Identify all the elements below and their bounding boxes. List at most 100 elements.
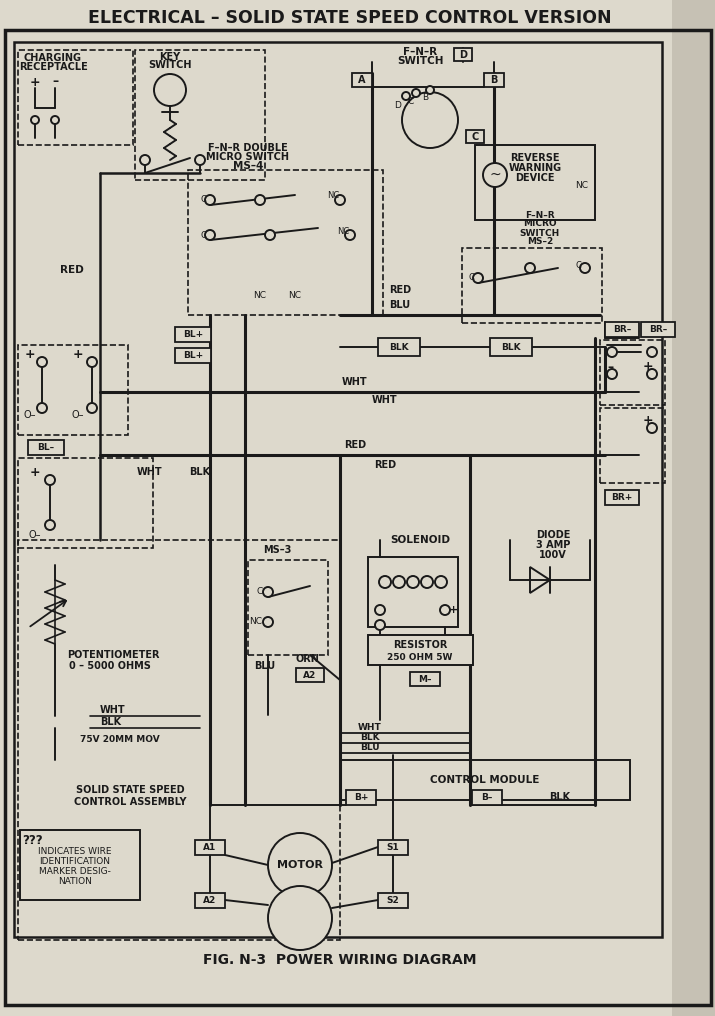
Text: O–: O– bbox=[24, 410, 36, 420]
Circle shape bbox=[140, 155, 150, 165]
Text: MICRO: MICRO bbox=[523, 219, 557, 229]
Text: RECEPTACLE: RECEPTACLE bbox=[19, 62, 87, 72]
Text: CHARGING: CHARGING bbox=[24, 53, 82, 63]
Text: BLK: BLK bbox=[189, 467, 210, 477]
Circle shape bbox=[402, 92, 410, 100]
Circle shape bbox=[580, 263, 590, 273]
Text: RESISTOR: RESISTOR bbox=[393, 640, 447, 650]
Bar bbox=[378, 338, 420, 356]
Text: C: C bbox=[468, 273, 474, 282]
Text: ???: ??? bbox=[22, 833, 43, 846]
Text: C: C bbox=[257, 587, 263, 596]
Text: A2: A2 bbox=[203, 896, 217, 905]
Circle shape bbox=[205, 230, 215, 240]
Text: NC: NC bbox=[288, 291, 302, 300]
Text: B: B bbox=[490, 75, 498, 85]
Text: BR–: BR– bbox=[613, 325, 631, 334]
Bar bbox=[378, 840, 408, 855]
Circle shape bbox=[473, 273, 483, 283]
Bar bbox=[484, 73, 504, 87]
Text: RED: RED bbox=[344, 440, 366, 450]
Text: 0 – 5000 OHMS: 0 – 5000 OHMS bbox=[69, 661, 151, 671]
Circle shape bbox=[607, 369, 617, 379]
Text: O–: O– bbox=[72, 410, 84, 420]
Bar bbox=[195, 840, 225, 855]
Text: RED: RED bbox=[374, 460, 396, 470]
Text: B–: B– bbox=[481, 793, 493, 802]
Bar bbox=[340, 760, 630, 800]
Bar bbox=[472, 790, 502, 805]
Text: SWITCH: SWITCH bbox=[148, 60, 192, 70]
Circle shape bbox=[647, 347, 657, 357]
Text: 3 AMP: 3 AMP bbox=[536, 539, 570, 550]
Text: A: A bbox=[358, 75, 366, 85]
Text: SOLENOID: SOLENOID bbox=[390, 535, 450, 545]
Text: F–N–R: F–N–R bbox=[403, 47, 437, 57]
Text: SWITCH: SWITCH bbox=[397, 56, 443, 66]
Circle shape bbox=[607, 347, 617, 357]
Text: BL+: BL+ bbox=[183, 351, 203, 360]
Circle shape bbox=[263, 617, 273, 627]
Text: BLK: BLK bbox=[360, 734, 380, 743]
Bar bbox=[454, 48, 472, 61]
Text: C: C bbox=[408, 98, 414, 107]
Text: MICRO SWITCH: MICRO SWITCH bbox=[207, 152, 290, 162]
Text: BR+: BR+ bbox=[611, 493, 633, 502]
Circle shape bbox=[87, 357, 97, 367]
Text: BR–: BR– bbox=[649, 325, 667, 334]
Text: MARKER DESIG-: MARKER DESIG- bbox=[39, 868, 111, 877]
Text: +: + bbox=[643, 361, 654, 374]
Bar bbox=[368, 635, 473, 665]
Circle shape bbox=[375, 605, 385, 615]
Text: NATION: NATION bbox=[58, 878, 92, 887]
Text: –: – bbox=[607, 361, 613, 374]
Circle shape bbox=[647, 423, 657, 433]
Text: FIG. N-3  POWER WIRING DIAGRAM: FIG. N-3 POWER WIRING DIAGRAM bbox=[203, 953, 477, 967]
Text: WARNING: WARNING bbox=[508, 163, 561, 173]
Text: MS–3: MS–3 bbox=[263, 545, 291, 555]
Text: BLU: BLU bbox=[360, 744, 380, 753]
Text: SWITCH: SWITCH bbox=[520, 229, 560, 238]
Circle shape bbox=[51, 116, 59, 124]
Text: CONTROL ASSEMBLY: CONTROL ASSEMBLY bbox=[74, 797, 186, 807]
Bar bbox=[410, 672, 440, 686]
Circle shape bbox=[268, 886, 332, 950]
Text: ORN: ORN bbox=[295, 654, 319, 664]
Text: MS–4: MS–4 bbox=[233, 161, 263, 171]
Circle shape bbox=[263, 587, 273, 597]
Text: A1: A1 bbox=[203, 843, 217, 852]
Bar bbox=[175, 327, 211, 342]
Text: BL+: BL+ bbox=[183, 330, 203, 339]
Text: ELECTRICAL – SOLID STATE SPEED CONTROL VERSION: ELECTRICAL – SOLID STATE SPEED CONTROL V… bbox=[88, 9, 612, 27]
Text: BLU: BLU bbox=[255, 661, 275, 671]
Text: RED: RED bbox=[389, 285, 411, 295]
Text: SOLID STATE SPEED: SOLID STATE SPEED bbox=[76, 785, 184, 795]
Text: O–: O– bbox=[29, 530, 41, 539]
Text: +: + bbox=[30, 465, 40, 479]
Circle shape bbox=[345, 230, 355, 240]
Bar bbox=[462, 248, 602, 323]
Text: DIODE: DIODE bbox=[536, 530, 570, 539]
Bar bbox=[352, 73, 372, 87]
Text: WHT: WHT bbox=[137, 467, 163, 477]
Circle shape bbox=[154, 74, 186, 106]
Bar bbox=[600, 408, 665, 483]
Text: C: C bbox=[200, 231, 206, 240]
Text: +: + bbox=[448, 605, 458, 615]
Bar bbox=[18, 539, 340, 940]
Text: BLU: BLU bbox=[390, 300, 410, 310]
Text: MS–2: MS–2 bbox=[527, 238, 553, 247]
Circle shape bbox=[45, 475, 55, 485]
Text: +: + bbox=[643, 414, 654, 427]
Text: BLK: BLK bbox=[549, 792, 571, 802]
Text: B+: B+ bbox=[354, 793, 368, 802]
Text: NC: NC bbox=[254, 291, 267, 300]
Text: M–: M– bbox=[418, 675, 432, 684]
Bar bbox=[248, 560, 328, 655]
Text: ~: ~ bbox=[489, 168, 500, 182]
Text: 75V 20MM MOV: 75V 20MM MOV bbox=[80, 736, 159, 745]
Text: 100V: 100V bbox=[539, 550, 567, 560]
Bar bbox=[600, 340, 665, 405]
Text: WHT: WHT bbox=[100, 705, 126, 715]
Text: S1: S1 bbox=[387, 843, 400, 852]
